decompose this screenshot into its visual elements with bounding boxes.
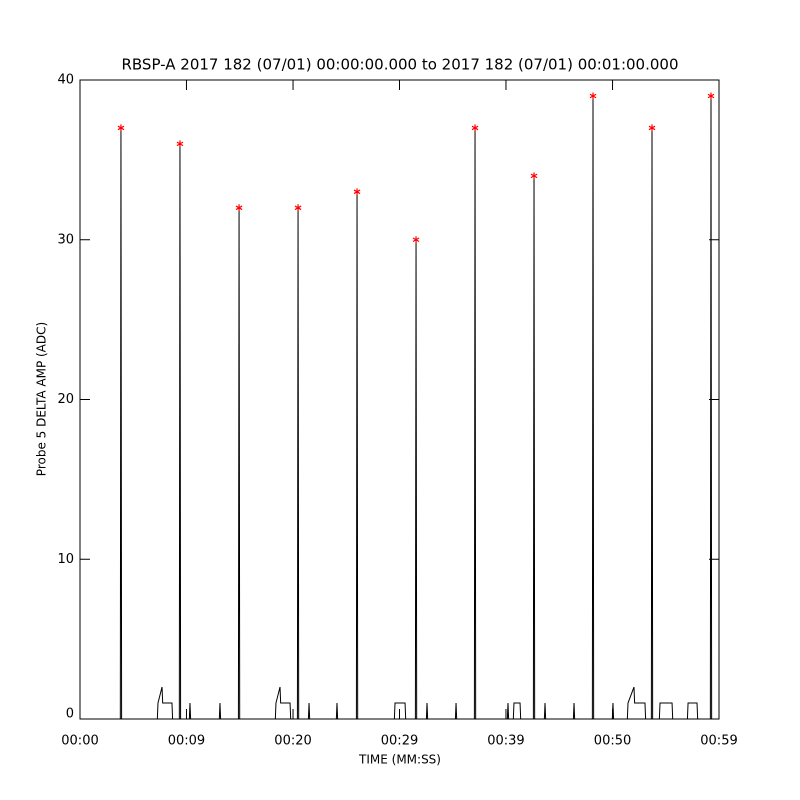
- y-axis-label: Probe 5 DELTA AMP (ADC): [35, 322, 49, 476]
- chart-title: RBSP-A 2017 182 (07/01) 00:00:00.000 to …: [121, 56, 678, 74]
- peak-marker: [707, 92, 715, 100]
- peak-marker: [176, 140, 184, 148]
- x-tick-label: 00:00: [61, 734, 98, 749]
- x-tick-label: 00:20: [274, 734, 311, 749]
- peak-marker: [117, 124, 125, 132]
- x-tick-label: 00:50: [594, 734, 631, 749]
- x-tick-label: 00:09: [168, 734, 205, 749]
- peak-marker: [530, 172, 538, 180]
- x-axis-label: TIME (MM:SS): [358, 753, 441, 767]
- peak-marker: [294, 204, 302, 212]
- data-line: [80, 95, 719, 720]
- y-tick-label: 40: [57, 73, 74, 88]
- peak-marker: [471, 124, 479, 132]
- x-tick-label: 00:59: [700, 734, 737, 749]
- y-tick-label: 30: [57, 232, 74, 247]
- y-tick-label: 10: [57, 552, 74, 567]
- y-tick-label: 20: [57, 392, 74, 407]
- peak-marker: [589, 92, 597, 100]
- peak-marker: [235, 204, 243, 212]
- peak-marker: [353, 188, 361, 196]
- y-tick-label: 0: [66, 707, 74, 722]
- x-tick-label: 00:29: [381, 734, 418, 749]
- peak-marker: [412, 236, 420, 244]
- x-tick-label: 00:39: [487, 734, 524, 749]
- peak-marker: [648, 124, 656, 132]
